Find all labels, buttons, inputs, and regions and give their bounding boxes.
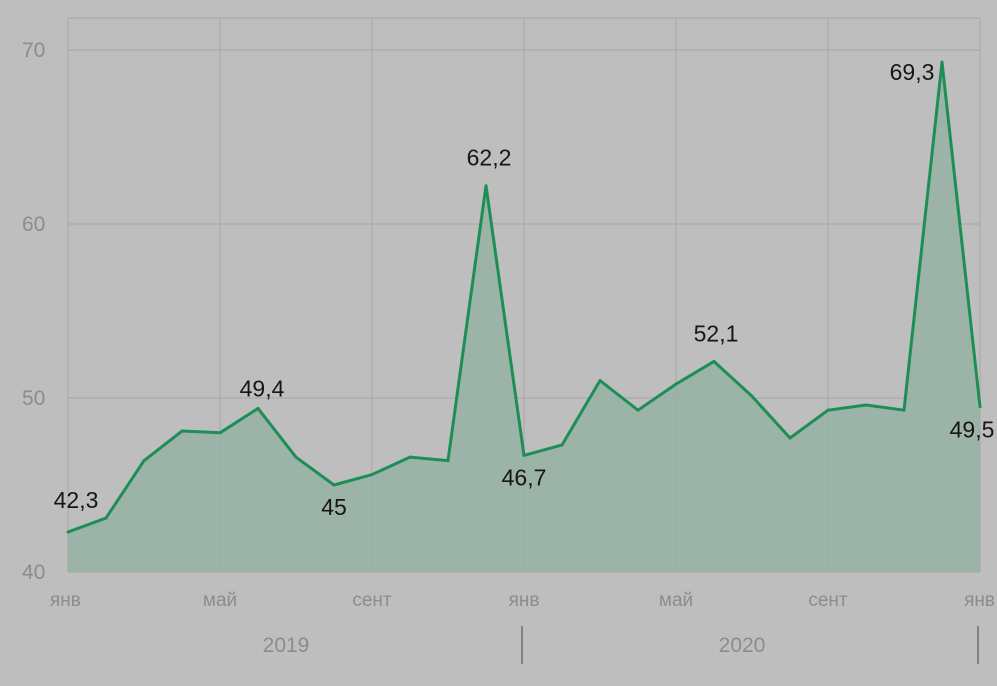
- data-point-20: [826, 408, 830, 412]
- series-line: [66, 60, 982, 534]
- data-point-17: [712, 359, 716, 363]
- data-point-19: [788, 436, 792, 440]
- x-axis-ticks: янв май сент янв май сент янв: [50, 590, 995, 611]
- year-label-2020: 2020: [719, 634, 766, 657]
- data-point-24: [978, 405, 982, 409]
- data-point-11: [484, 184, 488, 188]
- y-tick-label-50: 50: [22, 387, 45, 410]
- data-label-12: 46,7: [502, 464, 547, 490]
- area-fill: [68, 62, 980, 573]
- series-area: [68, 62, 980, 573]
- data-point-0: [66, 530, 70, 534]
- year-axis: 2019 2020: [263, 626, 979, 664]
- data-point-21: [864, 403, 868, 407]
- x-tick-label-5: сент: [808, 590, 848, 611]
- x-tick-label-6: янв: [964, 590, 995, 611]
- data-point-9: [408, 455, 412, 459]
- data-label-24: 49,5: [950, 417, 995, 443]
- data-label-5: 49,4: [240, 375, 285, 401]
- data-label-17: 52,1: [694, 320, 739, 346]
- data-point-12: [522, 453, 526, 457]
- x-tick-label-3: янв: [509, 590, 540, 611]
- data-label-7: 45: [321, 494, 347, 520]
- data-labels: 42,3 49,4 45 62,2 46,7 52,1 69,3 49,5: [54, 59, 995, 520]
- data-point-15: [636, 408, 640, 412]
- data-point-4: [218, 431, 222, 435]
- year-label-2019: 2019: [263, 634, 310, 657]
- data-point-7: [332, 483, 336, 487]
- data-label-23: 69,3: [890, 59, 935, 85]
- data-point-14: [598, 379, 602, 383]
- data-point-16: [674, 382, 678, 386]
- data-label-11: 62,2: [467, 145, 512, 171]
- data-point-13: [560, 443, 564, 447]
- y-tick-label-70: 70: [22, 39, 45, 62]
- data-point-6: [294, 455, 298, 459]
- x-tick-label-2: сент: [352, 590, 392, 611]
- data-point-18: [750, 394, 754, 398]
- y-tick-label-40: 40: [22, 561, 45, 584]
- x-tick-label-4: май: [659, 590, 693, 611]
- data-point-5: [256, 406, 260, 410]
- data-point-8: [370, 473, 374, 477]
- data-point-22: [902, 408, 906, 412]
- data-point-1: [104, 516, 108, 520]
- x-tick-label-1: май: [203, 590, 237, 611]
- y-axis-ticks: 40 50 60 70: [22, 39, 45, 584]
- data-point-3: [180, 429, 184, 433]
- data-label-0: 42,3: [54, 487, 99, 513]
- data-point-10: [446, 459, 450, 463]
- y-tick-label-60: 60: [22, 213, 45, 236]
- x-tick-label-0: янв: [50, 590, 81, 611]
- data-point-23: [940, 60, 944, 64]
- data-point-2: [142, 459, 146, 463]
